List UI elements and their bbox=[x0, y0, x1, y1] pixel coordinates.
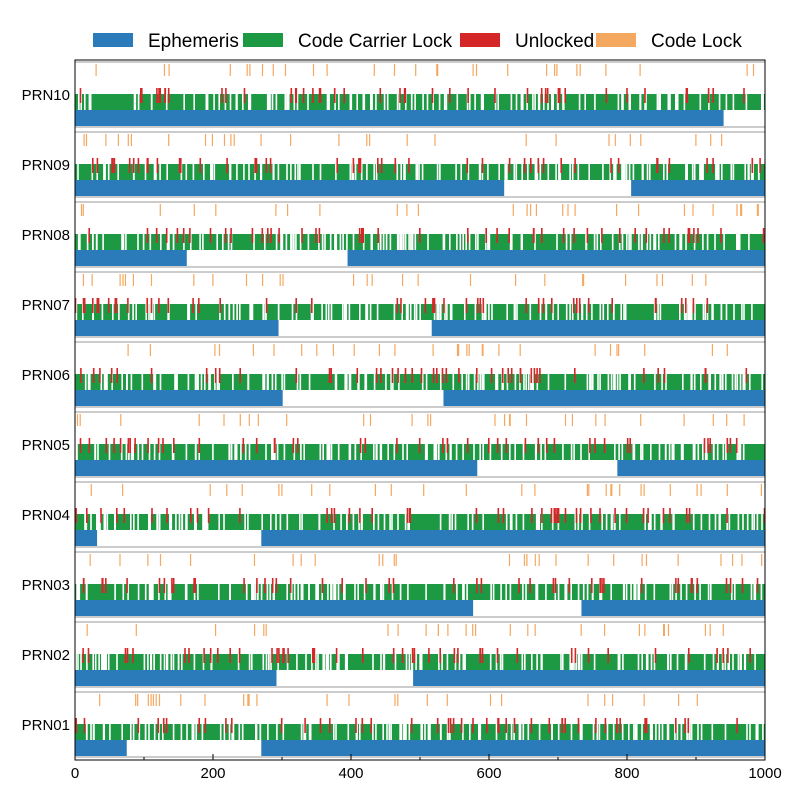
unlocked-marks bbox=[79, 88, 745, 103]
carrier-lock-bar bbox=[75, 164, 765, 180]
prn-label: PRN10 bbox=[22, 87, 70, 104]
x-tick-label: 1000 bbox=[748, 765, 781, 782]
ephemeris-bar bbox=[431, 320, 765, 336]
unlocked-marks bbox=[82, 578, 759, 593]
prn-label: PRN06 bbox=[22, 367, 70, 384]
ephemeris-bar bbox=[631, 180, 765, 196]
legend-label: Unlocked bbox=[515, 31, 594, 52]
code-lock-marks bbox=[86, 624, 724, 636]
unlocked-marks bbox=[82, 648, 751, 663]
prn-label: PRN09 bbox=[22, 157, 70, 174]
plot-rows: PRN10 PRN09 PRN08 PRN07 PRN06 PRN05 PRN04 PRN03… bbox=[22, 61, 766, 758]
satellite-row: PRN01 bbox=[22, 691, 765, 758]
ephemeris-bar bbox=[75, 740, 127, 756]
unlocked-marks bbox=[92, 158, 761, 173]
ephemeris-bar bbox=[261, 530, 765, 546]
legend-item: Ephemeris bbox=[93, 31, 239, 52]
unlocked-marks bbox=[74, 298, 709, 313]
legend-item: Code Carrier Lock bbox=[243, 31, 453, 52]
ephemeris-bar bbox=[75, 250, 187, 266]
legend-swatch bbox=[93, 33, 133, 47]
code-lock-marks bbox=[95, 64, 755, 76]
satellite-row: PRN02 bbox=[22, 621, 765, 688]
ephemeris-bar bbox=[75, 320, 279, 336]
prn-label: PRN03 bbox=[22, 577, 70, 594]
ephemeris-bar bbox=[75, 460, 478, 476]
x-tick-label: 200 bbox=[200, 765, 225, 782]
legend-label: Code Lock bbox=[651, 31, 742, 52]
ephemeris-bar bbox=[75, 530, 98, 546]
prn-label: PRN04 bbox=[22, 507, 70, 524]
code-lock-marks bbox=[89, 554, 763, 566]
legend-item: Code Lock bbox=[596, 31, 742, 52]
prn-label: PRN07 bbox=[22, 297, 70, 314]
prn-label: PRN01 bbox=[22, 717, 70, 734]
lock-gap-marks bbox=[84, 514, 763, 530]
unlocked-marks bbox=[75, 718, 738, 733]
ephemeris-bar bbox=[75, 390, 283, 406]
legend-label: Code Carrier Lock bbox=[298, 31, 453, 52]
legend-swatch bbox=[243, 33, 283, 47]
carrier-lock-bar bbox=[75, 94, 765, 110]
satellite-row: PRN10 bbox=[22, 61, 765, 128]
code-lock-marks bbox=[82, 274, 707, 286]
x-tick-label: 0 bbox=[71, 765, 79, 782]
x-tick-label: 800 bbox=[614, 765, 639, 782]
prn-label: PRN02 bbox=[22, 647, 70, 664]
lock-gap-marks bbox=[84, 374, 763, 390]
legend-swatch bbox=[596, 33, 636, 47]
satellite-row: PRN05 bbox=[22, 411, 765, 478]
x-tick-label: 600 bbox=[476, 765, 501, 782]
ephemeris-bar bbox=[581, 600, 765, 616]
code-lock-marks bbox=[76, 414, 745, 426]
ephemeris-bar bbox=[617, 460, 765, 476]
ephemeris-bar bbox=[75, 180, 505, 196]
ephemeris-bar bbox=[347, 250, 765, 266]
code-lock-marks bbox=[90, 484, 762, 496]
legend: Ephemeris Code Carrier Lock Unlocked Code L… bbox=[93, 31, 742, 52]
code-lock-marks bbox=[99, 694, 698, 706]
carrier-lock-bar bbox=[75, 584, 765, 600]
x-tick-label: 400 bbox=[338, 765, 363, 782]
legend-item: Unlocked bbox=[460, 31, 594, 52]
carrier-lock-bar bbox=[75, 724, 765, 740]
prn-label: PRN05 bbox=[22, 437, 70, 454]
satellite-row: PRN07 bbox=[22, 271, 765, 338]
code-lock-marks bbox=[83, 134, 723, 146]
lock-gap-marks bbox=[76, 584, 763, 600]
ephemeris-bar bbox=[75, 670, 277, 686]
ephemeris-bar bbox=[261, 740, 765, 756]
lock-gap-marks bbox=[85, 724, 764, 740]
x-axis: 0 200 400 600 800 1000 bbox=[71, 754, 782, 782]
unlocked-marks bbox=[79, 438, 738, 453]
legend-label: Ephemeris bbox=[148, 31, 239, 52]
legend-swatch bbox=[460, 33, 500, 47]
ephemeris-bar bbox=[75, 110, 724, 126]
ephemeris-bar bbox=[413, 670, 765, 686]
satellite-row: PRN09 bbox=[22, 131, 765, 198]
lock-gap-marks bbox=[75, 444, 745, 460]
satellite-row: PRN06 bbox=[22, 341, 765, 408]
satellite-row: PRN04 bbox=[22, 481, 766, 548]
code-lock-marks bbox=[80, 204, 759, 216]
unlocked-marks bbox=[88, 228, 765, 243]
code-lock-marks bbox=[127, 344, 728, 356]
ephemeris-bar bbox=[75, 600, 474, 616]
unlocked-marks bbox=[80, 368, 748, 383]
prn-label: PRN08 bbox=[22, 227, 70, 244]
satellite-row: PRN03 bbox=[22, 551, 765, 618]
ephemeris-bar bbox=[443, 390, 765, 406]
unlocked-marks bbox=[75, 508, 766, 523]
satellite-row: PRN08 bbox=[22, 201, 765, 268]
